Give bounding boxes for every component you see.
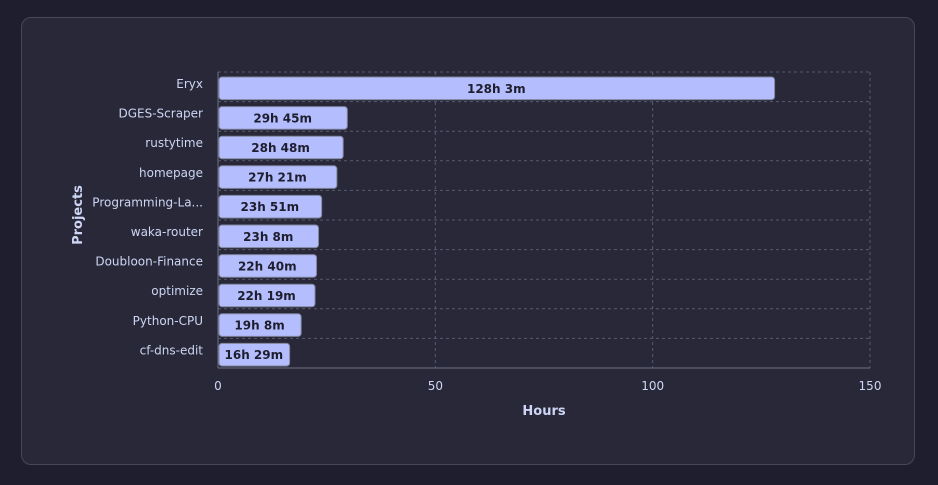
- y-axis-title: Projects: [71, 185, 86, 245]
- bar[interactable]: [218, 106, 348, 130]
- bar-value-label: 23h 51m: [241, 200, 300, 214]
- bar-value-label: 22h 19m: [237, 289, 296, 303]
- category-label: cf-dns-edit: [140, 343, 204, 357]
- bar[interactable]: [218, 165, 338, 189]
- x-tick-label: 150: [859, 379, 882, 393]
- bar[interactable]: [218, 76, 776, 101]
- bar-value-label: 16h 29m: [225, 348, 284, 362]
- bar-value-label: 128h 3m: [467, 82, 526, 96]
- category-labels: Eryx DGES-Scraper rustytime homepage Program…: [92, 77, 203, 357]
- category-label: waka-router: [131, 225, 203, 239]
- bar-value-label: 27h 21m: [248, 171, 307, 185]
- bar[interactable]: [218, 254, 318, 278]
- bar[interactable]: [218, 194, 323, 219]
- bar-value-label: 28h 48m: [251, 141, 310, 155]
- bar-value-label: 23h 8m: [243, 230, 293, 244]
- x-tick-label: 50: [428, 379, 443, 393]
- bars-group: 128h 3m 29h 45m 28h 48m 27h 21m 23h 51m 23h 8…: [218, 76, 776, 367]
- bar[interactable]: [218, 313, 302, 337]
- bar[interactable]: [218, 224, 320, 249]
- category-label: Programming-La...: [92, 195, 203, 209]
- x-axis-title: Hours: [522, 404, 565, 419]
- bar[interactable]: [218, 342, 291, 367]
- category-label: optimize: [151, 284, 203, 298]
- category-label: DGES-Scraper: [118, 107, 203, 121]
- category-label: Doubloon-Finance: [95, 255, 203, 269]
- bar-value-label: 19h 8m: [234, 319, 284, 333]
- bar[interactable]: [218, 283, 316, 308]
- bar-value-label: 22h 40m: [238, 259, 297, 273]
- x-tick-label: 100: [641, 379, 664, 393]
- grid-lines: [217, 71, 871, 369]
- category-label: rustytime: [145, 136, 203, 150]
- category-label: homepage: [139, 166, 203, 180]
- bar-value-label: 29h 45m: [253, 111, 312, 125]
- category-label: Python-CPU: [133, 314, 203, 328]
- category-label: Eryx: [176, 77, 203, 91]
- bar[interactable]: [218, 135, 344, 160]
- x-tick-label: 0: [214, 379, 222, 393]
- x-tick-labels: 0 50 100 150: [214, 379, 881, 393]
